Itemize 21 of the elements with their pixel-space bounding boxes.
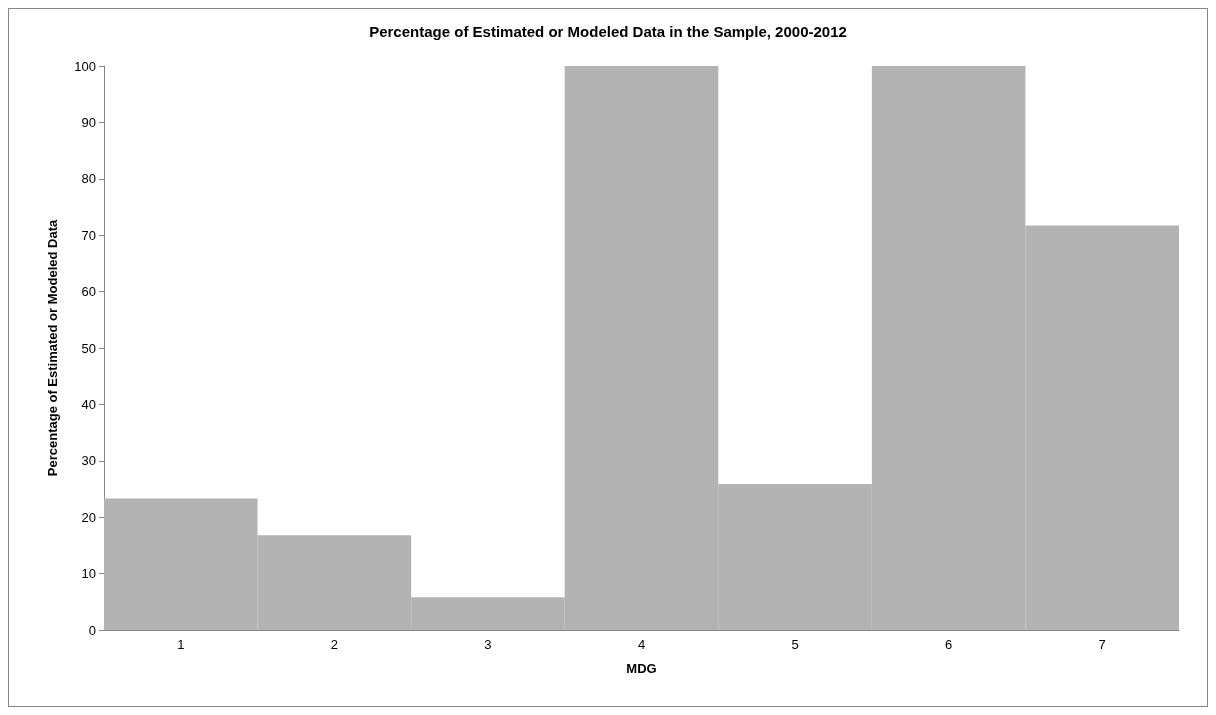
y-tick-label: 90 (81, 114, 96, 130)
y-tick-label: 40 (81, 396, 96, 412)
y-tick-label: 70 (81, 227, 96, 243)
x-tick-label: 2 (330, 637, 338, 652)
y-tick-label: 0 (88, 622, 96, 638)
y-tick-label: 10 (81, 566, 96, 582)
x-tick-label: 4 (637, 637, 646, 652)
x-tick-label: 6 (945, 637, 953, 652)
x-tick-label: 5 (791, 637, 799, 652)
y-tick-label: 50 (81, 340, 96, 356)
y-tick-label: 20 (81, 509, 96, 525)
y-tick-label: 30 (81, 453, 96, 469)
chart-title: Percentage of Estimated or Modeled Data in the Sample, 2000-2012 (369, 23, 847, 40)
y-axis-title: Percentage of Estimated or Modeled Data (45, 219, 60, 477)
x-axis-title: MDG (626, 661, 657, 676)
y-tick-label: 100 (74, 58, 96, 74)
x-tick-label: 7 (1098, 637, 1106, 652)
y-tick-label: 80 (81, 171, 96, 187)
y-tick-label: 60 (81, 284, 96, 300)
x-tick-label: 1 (177, 637, 185, 652)
x-tick-label: 3 (484, 637, 492, 652)
